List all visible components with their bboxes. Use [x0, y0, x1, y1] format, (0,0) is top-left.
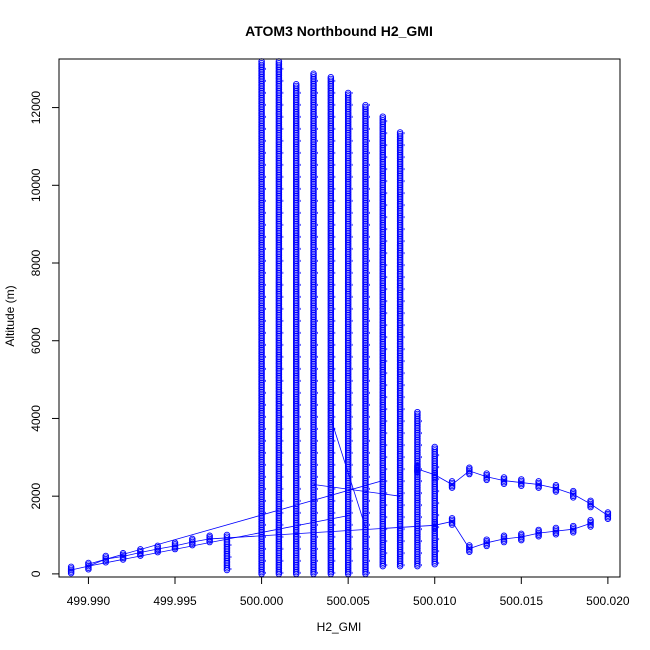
- data-point: [154, 542, 161, 550]
- data-point: [102, 552, 109, 560]
- data-point: [379, 113, 387, 120]
- data-point: [310, 74, 317, 81]
- y-tick-label: 0: [29, 570, 43, 577]
- x-axis-label: H2_GMI: [317, 620, 362, 634]
- data-point: [414, 412, 421, 419]
- x-tick-label: 500.020: [586, 594, 630, 608]
- data-point: [362, 101, 369, 109]
- x-tick-label: 500.000: [240, 594, 284, 608]
- data-point: [431, 468, 438, 475]
- data-point: [587, 517, 594, 524]
- data-point: [518, 530, 525, 538]
- data-point: [466, 542, 473, 549]
- connecting-line: [88, 480, 383, 565]
- data-point: [535, 478, 542, 485]
- data-point: [396, 130, 404, 138]
- data-point: [483, 536, 490, 543]
- data-point: [292, 82, 300, 90]
- data-point: [362, 105, 369, 112]
- x-axis: 499.990 499.995 500.000 500.005 500.010 500.0…: [67, 577, 630, 608]
- x-tick-label: 500.015: [500, 594, 544, 608]
- data-point: [570, 487, 577, 495]
- data-point: [431, 447, 438, 454]
- data-point: [414, 410, 421, 418]
- upper-branch-line: [417, 468, 609, 516]
- data-point: [344, 89, 352, 97]
- y-tick-label: 10000: [29, 168, 43, 202]
- y-tick-label: 6000: [29, 327, 43, 354]
- data-point: [414, 462, 421, 470]
- data-point: [206, 532, 213, 540]
- x-tick-label: 499.995: [153, 594, 197, 608]
- data-point: [344, 91, 352, 99]
- data-point: [310, 70, 317, 78]
- x-tick-label: 500.010: [413, 594, 457, 608]
- y-tick-label: 8000: [29, 249, 43, 276]
- data-point: [587, 497, 594, 505]
- y-axis: 0 2000 4000 6000 8000 10000 12000: [29, 91, 59, 577]
- y-tick-label: 2000: [29, 483, 43, 510]
- data-point: [431, 445, 438, 453]
- data-point: [552, 482, 560, 489]
- data-point: [327, 74, 335, 81]
- data-point: [414, 408, 421, 416]
- chart-title: ATOM3 Northbound H2_GMI: [245, 23, 433, 39]
- data-point: [275, 61, 283, 69]
- data-point: [327, 75, 335, 83]
- data-point: [396, 129, 404, 136]
- data-point: [396, 132, 404, 140]
- data-point: [189, 535, 196, 543]
- data-point: [570, 522, 577, 530]
- data-point: [500, 532, 508, 540]
- data-point: [552, 524, 560, 532]
- x-tick-label: 499.990: [67, 594, 111, 608]
- connecting-line: [330, 418, 366, 528]
- data-point: [483, 470, 490, 477]
- data-point: [258, 61, 265, 69]
- data-point: [518, 476, 525, 483]
- data-point: [362, 103, 369, 111]
- data-point: [292, 84, 300, 92]
- data-point: [258, 60, 265, 67]
- x-tick-label: 500.005: [326, 594, 370, 608]
- data-point: [500, 474, 508, 481]
- data-point: [448, 478, 456, 485]
- data-point: [137, 546, 144, 553]
- data-point: [67, 563, 75, 571]
- data-point: [535, 526, 542, 534]
- connecting-line: [313, 484, 401, 497]
- data-point: [379, 115, 387, 122]
- data-point: [310, 72, 317, 79]
- data-point: [431, 443, 438, 451]
- y-tick-label: 12000: [29, 91, 43, 125]
- plot-frame: [58, 58, 621, 578]
- data-point: [604, 509, 612, 516]
- data-point: [292, 81, 300, 88]
- data-point: [431, 518, 438, 526]
- y-tick-label: 4000: [29, 405, 43, 432]
- data-point: [448, 515, 456, 522]
- data-point: [275, 60, 283, 67]
- data-point: [344, 93, 352, 100]
- connecting-line: [88, 515, 349, 567]
- data-point: [379, 116, 387, 124]
- y-axis-label: Altitude (m): [3, 285, 17, 346]
- data-points: [67, 58, 612, 578]
- data-point: [466, 464, 473, 472]
- data-point: [327, 77, 335, 85]
